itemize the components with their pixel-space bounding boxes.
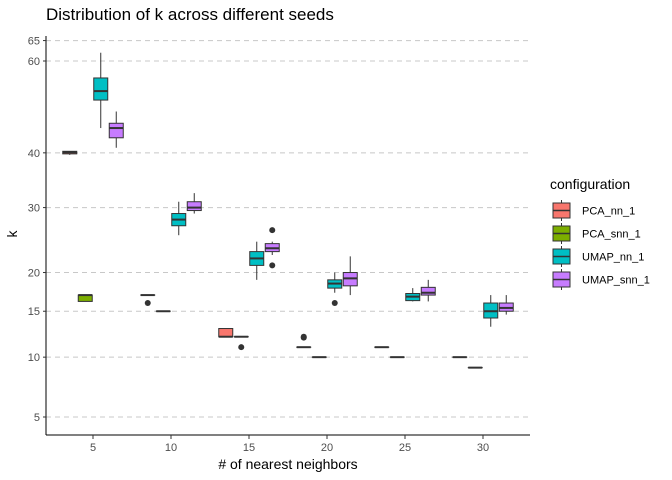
series-UMAP_nn_1 bbox=[93, 52, 499, 327]
series-UMAP_snn_1 bbox=[108, 111, 514, 315]
outlier-point bbox=[269, 262, 276, 269]
box bbox=[296, 333, 312, 349]
box bbox=[218, 328, 234, 338]
x-axis-ticks: 5 10 15 20 25 30 bbox=[90, 435, 489, 454]
y-tick-label: 65 bbox=[28, 36, 40, 48]
box bbox=[420, 279, 436, 302]
y-tick-label: 5 bbox=[34, 412, 40, 424]
y-tick-label: 40 bbox=[28, 148, 40, 160]
series-PCA_snn_1 bbox=[77, 294, 483, 369]
box bbox=[405, 288, 421, 302]
x-tick-label: 10 bbox=[165, 442, 177, 454]
y-tick-label: 10 bbox=[28, 352, 40, 364]
box-body bbox=[108, 122, 124, 139]
y-tick-label: 20 bbox=[28, 268, 40, 280]
outlier-point bbox=[331, 300, 338, 307]
legend-item: UMAP_snn_1 bbox=[552, 269, 650, 290]
box-body bbox=[93, 77, 109, 101]
chart-title: Distribution of k across different seeds bbox=[46, 5, 334, 24]
outlier-point bbox=[238, 344, 245, 351]
legend: configuration PCA_nn_1 PCA_snn_1 UMAP_nn_1… bbox=[550, 176, 650, 290]
y-axis-title: k bbox=[4, 230, 20, 238]
x-tick-label: 15 bbox=[243, 442, 255, 454]
box bbox=[93, 52, 109, 129]
box bbox=[264, 227, 280, 269]
legend-label: PCA_nn_1 bbox=[582, 206, 635, 218]
box bbox=[140, 294, 156, 307]
box bbox=[249, 241, 265, 280]
box-body bbox=[420, 286, 436, 296]
box bbox=[233, 335, 249, 351]
series-PCA_nn_1 bbox=[62, 150, 468, 359]
box bbox=[483, 295, 499, 327]
x-axis-title: # of nearest neighbors bbox=[218, 456, 357, 472]
x-tick-label: 20 bbox=[321, 442, 333, 454]
box bbox=[498, 295, 514, 315]
grid-lines bbox=[46, 40, 530, 418]
box bbox=[108, 111, 124, 148]
x-tick-label: 5 bbox=[90, 442, 96, 454]
box bbox=[342, 256, 358, 296]
x-tick-label: 30 bbox=[477, 442, 489, 454]
box-body bbox=[218, 328, 234, 338]
legend-label: UMAP_snn_1 bbox=[582, 275, 650, 287]
y-tick-label: 60 bbox=[28, 56, 40, 68]
box-series bbox=[62, 52, 514, 369]
box bbox=[186, 193, 202, 214]
box bbox=[77, 294, 93, 302]
box-body bbox=[186, 201, 202, 212]
outlier-point bbox=[300, 333, 307, 340]
box bbox=[171, 201, 187, 236]
legend-item: PCA_snn_1 bbox=[552, 223, 641, 244]
outlier-point bbox=[269, 227, 276, 234]
y-tick-label: 15 bbox=[28, 306, 40, 318]
legend-item: UMAP_nn_1 bbox=[552, 246, 644, 267]
legend-label: UMAP_nn_1 bbox=[582, 252, 644, 264]
y-tick-label: 30 bbox=[28, 203, 40, 215]
legend-title: configuration bbox=[550, 176, 630, 192]
x-tick-label: 25 bbox=[399, 442, 411, 454]
box bbox=[327, 272, 343, 307]
box bbox=[62, 150, 78, 155]
legend-label: PCA_snn_1 bbox=[582, 229, 641, 241]
legend-item: PCA_nn_1 bbox=[552, 200, 635, 221]
outlier-point bbox=[144, 300, 151, 307]
y-axis-ticks: 5 10 15 20 30 40 60 65 bbox=[28, 36, 46, 424]
